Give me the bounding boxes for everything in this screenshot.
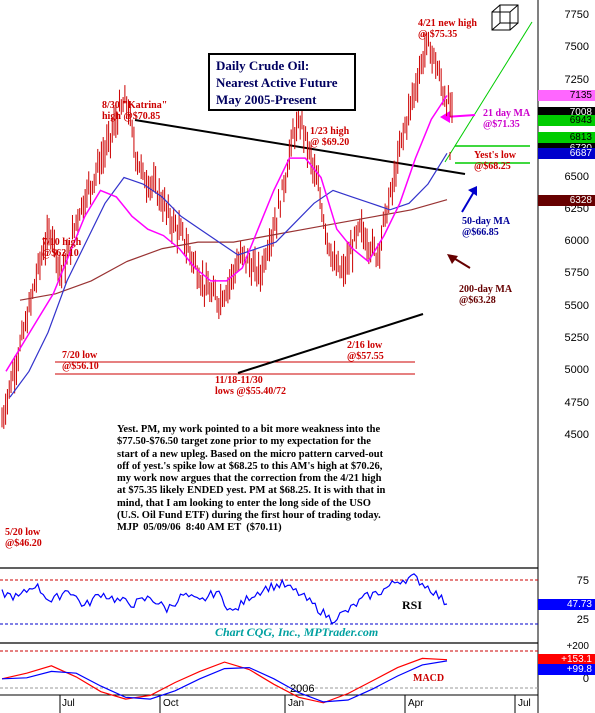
chart-title-box: Daily Crude Oil: Nearest Active Future M…	[208, 53, 356, 111]
month-ticks	[59, 695, 516, 713]
ma200-line	[19, 199, 448, 301]
target-projection	[444, 21, 533, 164]
rsi-value-badge: 47.73	[538, 599, 595, 610]
annotation-200-day-ma: 200-day MA @$63.28	[459, 284, 513, 306]
title-line-3: May 2005-Present	[216, 92, 317, 107]
macd-tick-200: +200	[566, 641, 589, 652]
rsi-tick-25: 25	[576, 614, 589, 626]
month-label-jul-2: Jul	[518, 698, 531, 709]
rsi-line	[1, 573, 448, 624]
annotation-50-day-ma: 50-day MA @$66.85	[462, 216, 511, 238]
annotation-yest-low: Yest's low @$68.25	[474, 150, 516, 172]
cube-icon	[491, 4, 519, 31]
price-badge: 7008	[538, 106, 595, 118]
annotation-arrows	[440, 111, 477, 269]
commentary-text: Yest. PM, my work pointed to a bit more …	[117, 424, 386, 534]
annotation-feb-low: 2/16 low @$57.55	[347, 340, 384, 362]
annotation-21-day-ma: 21 day MA @$71.35	[483, 108, 531, 130]
rsi-tick-75: 75	[576, 575, 589, 587]
annotation-jul-low: 7/20 low @$56.10	[62, 350, 99, 372]
macd-label: MACD	[413, 673, 445, 684]
annotation-nov-lows: 11/18-11/30 lows @$55.40/72	[215, 375, 286, 397]
price-tick: 6500	[564, 170, 589, 183]
macd-fast-badge: +153.1	[538, 654, 595, 665]
macd-slow-badge: +99.8	[538, 664, 595, 675]
title-line-1: Daily Crude Oil:	[216, 58, 310, 73]
price-tick: 6000	[564, 235, 589, 248]
price-tick: 6250	[564, 202, 589, 215]
price-tick: 7750	[564, 9, 589, 21]
month-label-jan: Jan	[288, 698, 305, 709]
annotation-katrina-high: 8/30 "Katrina" high @$70.85	[102, 100, 168, 122]
annotation-jul-high: 7/10 high @$62.10	[42, 237, 82, 259]
title-line-2: Nearest Active Future	[216, 75, 338, 90]
price-badge: 6813	[538, 132, 595, 144]
rsi-label: RSI	[402, 598, 423, 612]
horizontal-support-lines	[55, 361, 415, 375]
price-badge: 6687	[538, 148, 595, 160]
macd-fast-line	[1, 657, 448, 704]
ma50-line	[9, 152, 448, 398]
month-label-apr: Apr	[408, 698, 424, 709]
price-tick: 4750	[564, 396, 589, 409]
price-tick: 5250	[564, 332, 589, 344]
price-tick: 7500	[564, 41, 589, 54]
annotation-may-low: 5/20 low @$46.20	[5, 527, 42, 549]
price-tick: 4500	[564, 428, 589, 441]
month-label-oct: Oct	[163, 698, 179, 709]
ma21-line	[5, 95, 448, 372]
price-tick: 5500	[564, 299, 589, 312]
month-label-jul: Jul	[62, 698, 75, 709]
annotation-new-high: 4/21 new high @ $75.35	[418, 18, 477, 40]
trendlines	[134, 119, 466, 374]
macd-tick-0: 0	[582, 673, 589, 685]
indicator-lines	[1, 95, 448, 704]
year-label: 2006	[290, 683, 315, 695]
price-tick: 5750	[564, 267, 589, 280]
price-badge: 6730	[538, 142, 595, 154]
chart-credit: Chart CQG, Inc., MPTrader.com	[215, 625, 379, 639]
price-tick: 5000	[564, 364, 589, 377]
price-badge: 7135	[538, 90, 595, 102]
price-badge: 6328	[538, 194, 595, 206]
annotation-jan-high: 1/23 high @ $69.20	[310, 126, 350, 148]
price-tick: 7250	[564, 73, 589, 86]
macd-slow-line	[1, 660, 448, 703]
price-badge: 6943	[538, 115, 595, 127]
